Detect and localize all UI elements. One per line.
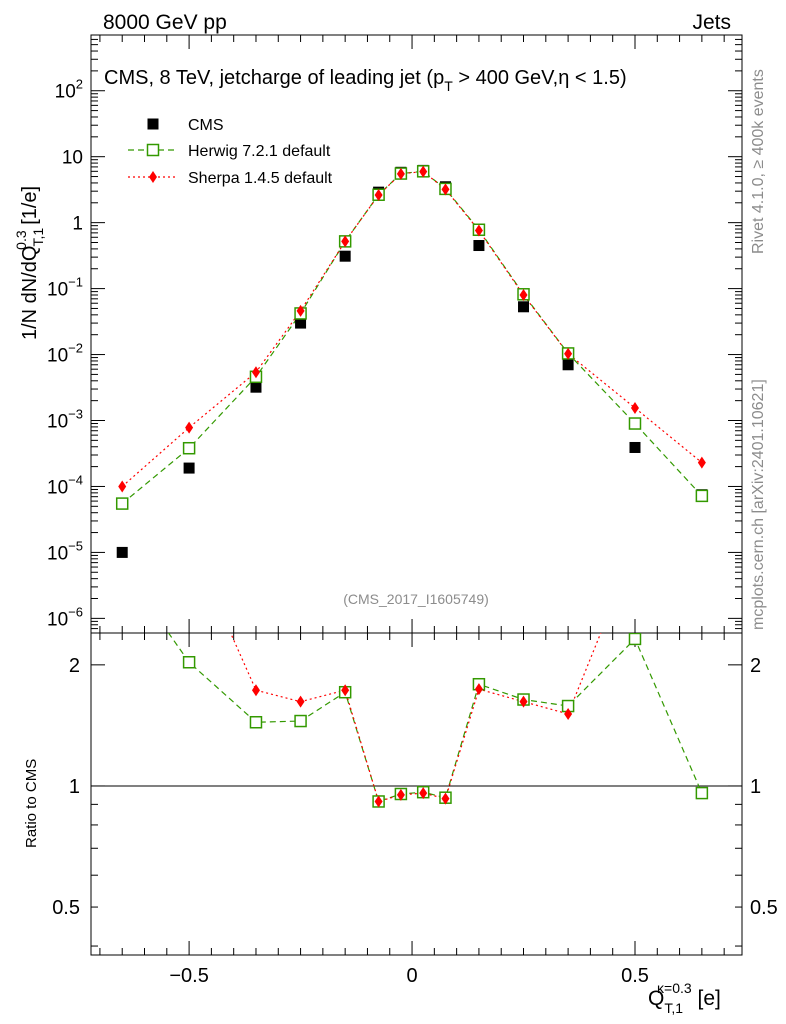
data-point (183, 462, 195, 474)
data-point (296, 304, 305, 317)
data-point (116, 546, 128, 558)
data-point (185, 421, 194, 434)
y-tick-label: 1 (69, 776, 80, 798)
data-point (396, 167, 405, 180)
data-point (564, 347, 573, 360)
upper-panel-series (115, 164, 709, 558)
ratio-point (294, 714, 307, 728)
rivet-version-label: Rivet 4.1.0, ≥ 400k events (750, 69, 767, 254)
y-tick-label: 2 (750, 655, 761, 677)
data-point (695, 489, 709, 503)
ratio-point (519, 695, 528, 708)
y-tick-label: 102 (55, 77, 83, 103)
lower-panel-frame (90, 632, 743, 956)
series-line-1 (121, 170, 703, 505)
data-point (697, 456, 706, 469)
x-tick-label: 0 (406, 965, 417, 987)
y-tick-label: 10−6 (47, 604, 83, 630)
legend-label: Herwig 7.2.1 default (188, 143, 331, 160)
y-tick-label: 10−5 (47, 538, 83, 564)
lower-axis-ticks: −0.5 0 0.5 0.5 0.5 1 1 2 2 (52, 633, 778, 987)
legend-marker (146, 143, 160, 157)
y-tick-label: 10−2 (47, 341, 83, 367)
data-point (118, 480, 127, 493)
y-tick-label: 0.5 (52, 897, 80, 919)
data-point (250, 381, 262, 393)
data-point (562, 359, 574, 371)
ratio-point (441, 792, 450, 805)
data-point (339, 250, 351, 262)
x-axis-label: QT,1κ=0.3 [e] (648, 980, 721, 1016)
ratio-point (296, 695, 305, 708)
y-tick-label: 2 (69, 655, 80, 677)
ratio-point (118, 417, 126, 429)
ratio-point (249, 715, 263, 729)
ratio-point (419, 787, 428, 800)
ratio-point (374, 795, 383, 808)
ratio-point (695, 786, 709, 800)
upper-axis-ticks: 10−6 10−5 10−4 10−3 10−2 10−1 1 10 102 (47, 34, 742, 634)
ratio-point (631, 542, 639, 554)
x-tick-label: 0.5 (621, 965, 649, 987)
ratio-line-2 (229, 633, 602, 803)
ratio-point (251, 684, 260, 697)
data-point (341, 235, 350, 248)
ratio-point (396, 788, 405, 801)
data-point (629, 441, 641, 453)
y-tick-label: 1 (72, 214, 83, 235)
data-point (518, 301, 530, 313)
y-tick-label: 10−3 (47, 407, 83, 433)
data-point (419, 165, 428, 178)
ratio-point (564, 707, 573, 720)
y-tick-label: 0.5 (750, 897, 778, 919)
legend: CMS Herwig 7.2.1 default Sherpa 1.4.5 defa… (128, 117, 333, 187)
header-process: 8000 GeV pp (103, 11, 227, 34)
ratio-point (182, 656, 196, 669)
mcplots-reference-label: mcplots.cern.ch [arXiv:2401.10621] (750, 379, 767, 630)
legend-label: Sherpa 1.4.5 default (188, 170, 333, 187)
plot-title: CMS, 8 TeV, jetcharge of leading jet (pT… (104, 67, 627, 94)
analysis-tag: (CMS_2017_I1605749) (343, 591, 489, 607)
data-point (251, 366, 260, 379)
ratio-point (117, 562, 128, 573)
header-category: Jets (692, 11, 731, 34)
ratio-point (341, 684, 350, 697)
upper-y-axis-label: 1/N dN/dQT,10.3 [1/e] (13, 186, 46, 340)
data-point (374, 189, 383, 202)
legend-marker (147, 118, 159, 130)
data-point (519, 288, 528, 301)
x-tick-label: −0.5 (169, 965, 208, 987)
y-tick-label: 1 (750, 776, 761, 798)
data-point (182, 441, 196, 455)
lower-panel-series (117, 417, 709, 808)
data-point (628, 417, 642, 430)
data-point (473, 240, 485, 252)
data-point (115, 497, 129, 510)
data-point (630, 401, 639, 414)
series-line-2 (121, 170, 703, 487)
data-point (474, 224, 483, 237)
ratio-line-1 (167, 633, 703, 803)
legend-marker (149, 171, 157, 183)
ratio-point (474, 683, 483, 696)
data-point (441, 183, 450, 196)
ratio-point (628, 633, 642, 646)
y-tick-label: 10 (62, 148, 83, 169)
data-point (295, 317, 307, 329)
ratio-point (185, 533, 193, 545)
legend-label: CMS (188, 117, 224, 134)
y-tick-label: 10−1 (47, 275, 83, 301)
ratio-point (698, 582, 706, 594)
y-tick-label: 10−4 (47, 472, 83, 498)
lower-y-axis-label: Ratio to CMS (23, 759, 40, 848)
